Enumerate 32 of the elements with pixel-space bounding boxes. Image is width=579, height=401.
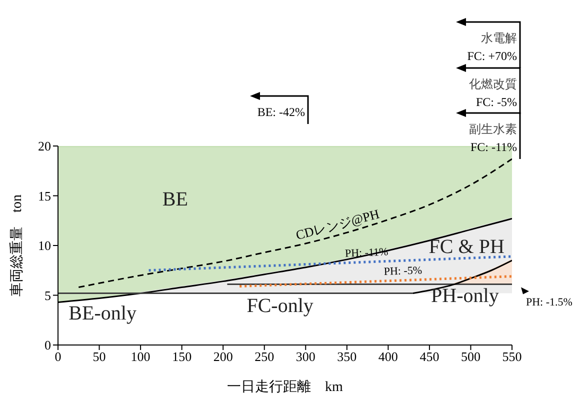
annotation: PH-only	[431, 284, 499, 307]
x-tick-label: 0	[54, 349, 62, 364]
series-label: PH: -5%	[384, 264, 422, 278]
x-tick-label: 550	[502, 349, 522, 364]
annotation: 副生水素 FC: -11%	[469, 122, 517, 154]
y-tick-label: 10	[38, 238, 51, 254]
annotation: FC-only	[246, 294, 314, 317]
x-tick-label: 200	[213, 349, 233, 364]
x-tick-label: 350	[337, 349, 357, 364]
text: PH: -1.5%	[526, 296, 572, 308]
text: 水電解 FC: +70%	[467, 31, 517, 63]
x-tick-label: 50	[92, 349, 106, 364]
text: 化燃改質 FC: -5%	[469, 77, 517, 109]
x-tick-label: 300	[296, 349, 316, 364]
y-tick-label: 20	[38, 138, 51, 154]
annotation: FC & PH	[428, 236, 504, 258]
y-tick-label: 5	[44, 288, 51, 303]
x-tick-label: 250	[254, 349, 274, 364]
y-tick-label: 0	[44, 338, 51, 353]
annotation: BE-only	[68, 302, 136, 325]
x-tick-label: 100	[130, 349, 150, 364]
x-axis-title: 一日走行距離 km	[227, 379, 344, 395]
x-tick-label: 500	[460, 349, 480, 364]
annotation: BE	[162, 188, 188, 210]
x-tick-label: 400	[378, 349, 398, 364]
y-axis-title: 車両総重量 ton	[8, 194, 25, 296]
line-series	[78, 158, 512, 288]
y-tick-label: 15	[38, 188, 51, 204]
x-tick-label: 150	[172, 349, 192, 364]
x-tick-label: 450	[420, 349, 440, 364]
text: BE: -42%	[257, 105, 305, 119]
text: CDレンジ@PH	[294, 206, 381, 243]
